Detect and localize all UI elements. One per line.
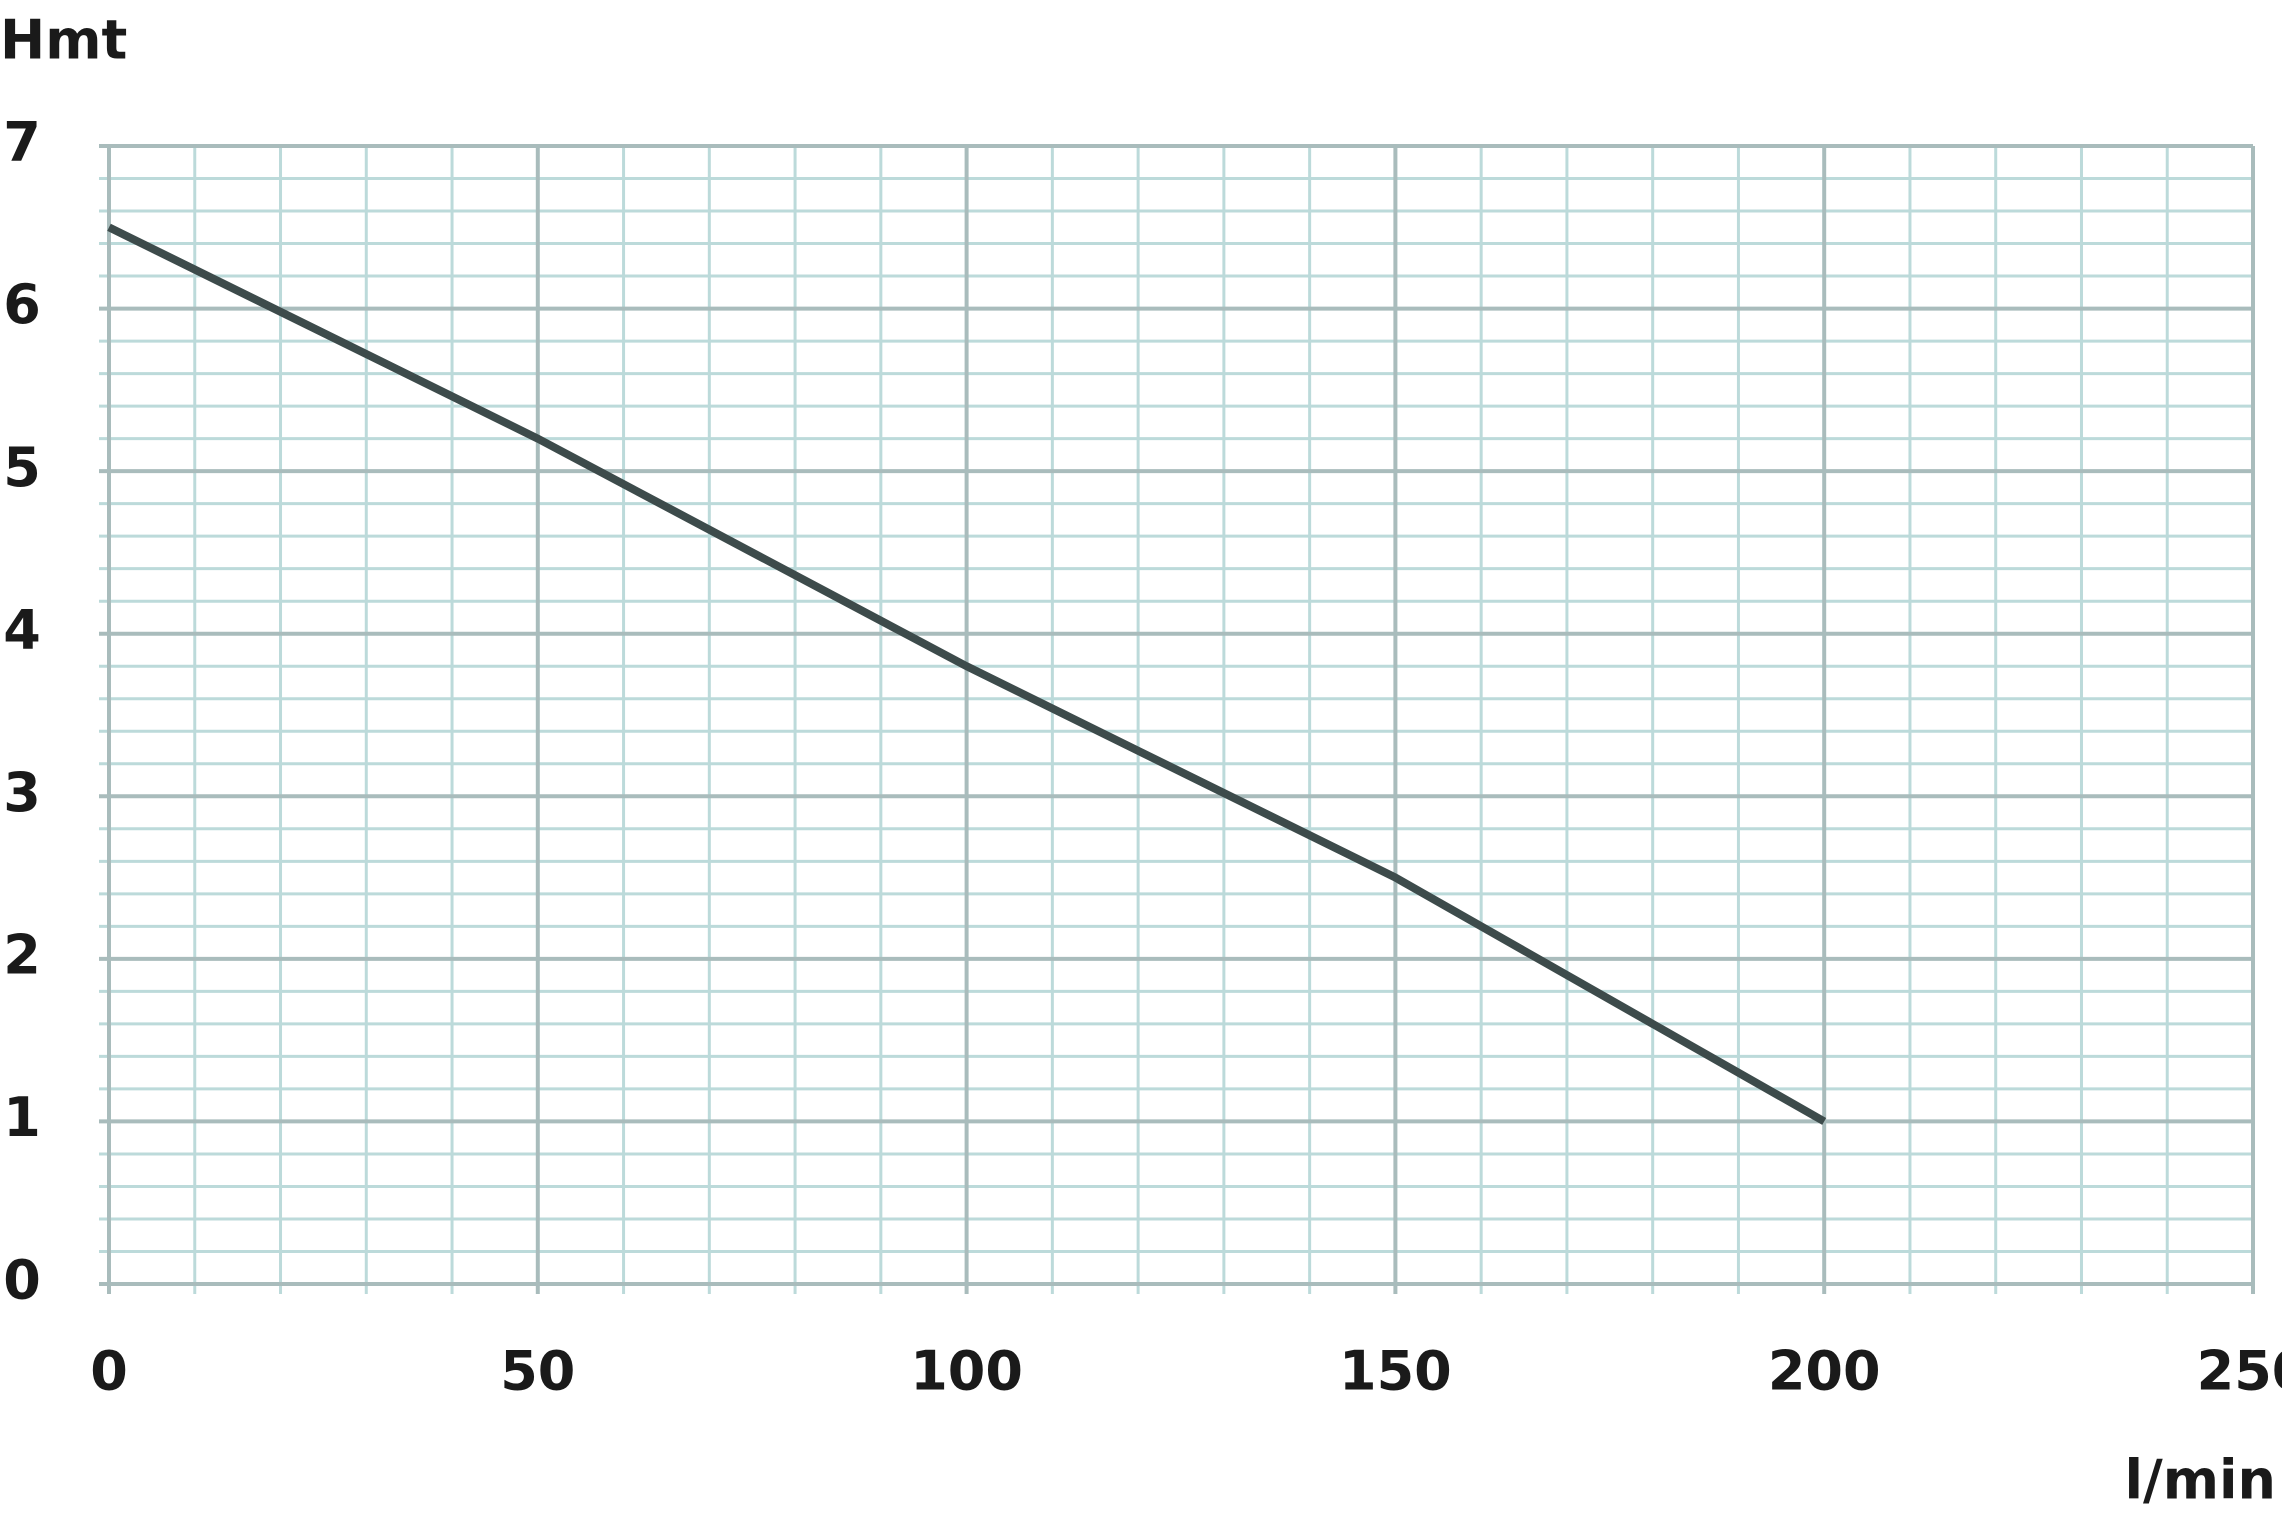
- y-tick-label: 1: [3, 1086, 41, 1149]
- y-tick-label: 3: [3, 761, 41, 824]
- y-tick-label: 6: [3, 273, 41, 336]
- x-tick-label: 50: [500, 1340, 575, 1403]
- y-tick-label: 7: [3, 111, 41, 174]
- x-tick-label: 200: [1768, 1340, 1881, 1403]
- y-tick-label: 5: [3, 436, 41, 499]
- y-axis-label: Hmt: [0, 9, 127, 72]
- y-tick-label: 2: [3, 923, 41, 986]
- y-tick-label: 0: [3, 1249, 41, 1312]
- x-tick-label: 0: [90, 1340, 128, 1403]
- y-tick-label: 4: [3, 598, 41, 661]
- x-tick-label: 250: [2197, 1340, 2282, 1403]
- x-axis-label: l/min: [2125, 1449, 2276, 1512]
- x-tick-label: 100: [910, 1340, 1023, 1403]
- x-tick-label: 150: [1339, 1340, 1452, 1403]
- data-line: [107, 223, 1827, 1125]
